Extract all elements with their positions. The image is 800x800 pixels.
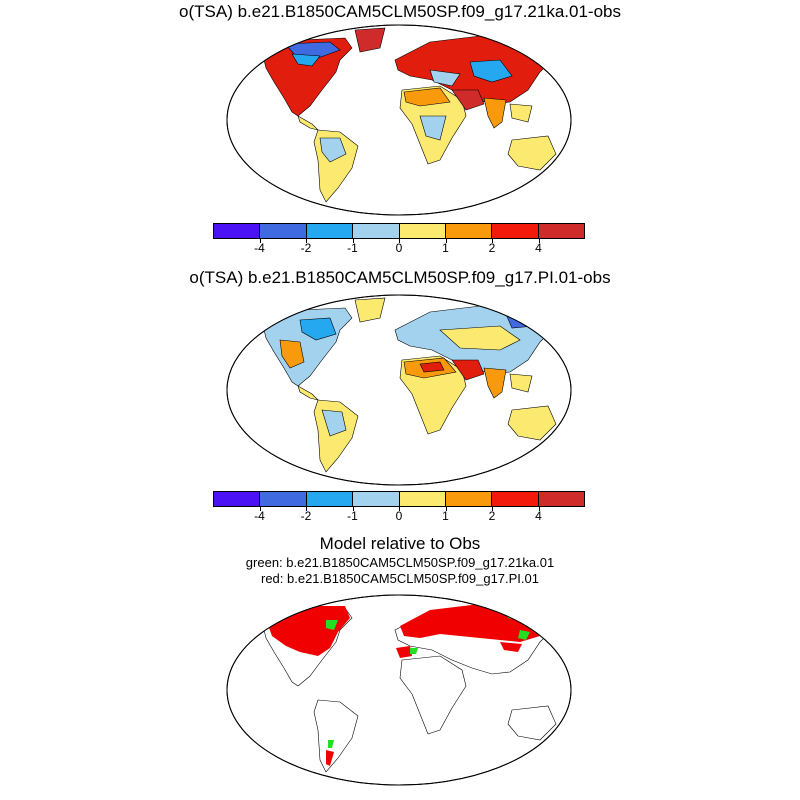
colorbar-box-1 <box>260 224 307 238</box>
colorbar-box-2 <box>306 492 354 506</box>
colorbar-tick <box>352 507 354 511</box>
panel3-title: Model relative to Obs <box>319 534 481 553</box>
middle-east <box>451 359 485 381</box>
se-asia <box>509 103 533 123</box>
colorbar-label: -2 <box>300 509 312 523</box>
colorbar-label: 0 <box>395 241 403 255</box>
colorbar-tick <box>538 507 540 511</box>
colorbar-box-4 <box>399 492 446 506</box>
central-america <box>297 385 319 401</box>
australia <box>507 405 557 441</box>
colorbar-tick <box>259 239 261 243</box>
panel2-map <box>226 294 572 486</box>
colorbar-tick <box>306 507 307 511</box>
middle-east <box>451 89 485 111</box>
africa-sahara <box>403 87 451 107</box>
colorbar-label: 0 <box>395 509 403 523</box>
panel3-red-label: red: b.e21.B1850CAM5CLM50SP.f09_g17.PI.0… <box>260 571 539 586</box>
india <box>483 367 507 399</box>
colorbar-tick <box>399 239 400 243</box>
colorbar-tick <box>352 239 354 243</box>
australia-outline <box>507 705 557 741</box>
eurasia-cool-2 <box>429 69 461 87</box>
panel3-green-label: green: b.e21.B1850CAM5CLM50SP.f09_g17.21… <box>245 555 555 570</box>
colorbar-box-6 <box>492 492 539 506</box>
north-america-cool-patch <box>291 53 321 67</box>
colorbar-box-4 <box>399 224 446 238</box>
se-asia <box>509 373 533 393</box>
africa-outline <box>399 655 467 735</box>
greenland <box>354 27 386 53</box>
colorbar-label: 4 <box>535 241 542 255</box>
north-america-cool <box>299 317 337 341</box>
colorbar-box-2 <box>306 224 354 238</box>
south-america-outline <box>313 699 359 773</box>
colorbar-label: -1 <box>347 241 358 255</box>
africa-sahara-hot <box>419 361 445 373</box>
red-asia-south <box>500 642 522 652</box>
panel1-colorbar <box>213 223 585 239</box>
panel1-map <box>226 24 572 216</box>
colorbar-label: -4 <box>254 509 265 523</box>
panel1-title: o(TSA) b.e21.B1850CAM5CLM50SP.f09_g17.21… <box>179 2 621 21</box>
colorbar-label: -2 <box>300 241 312 255</box>
colorbar-label: 2 <box>488 509 496 523</box>
south-america-cool <box>321 409 347 437</box>
colorbar-box-0 <box>214 224 261 238</box>
colorbar-label: 1 <box>442 509 449 523</box>
south-america-cool <box>319 137 347 163</box>
colorbar-tick <box>538 239 540 243</box>
colorbar-tick <box>399 507 400 511</box>
eurasia-cool-1 <box>469 59 513 83</box>
colorbar-tick <box>492 239 493 243</box>
red-africa <box>396 646 412 658</box>
colorbar-box-6 <box>492 224 539 238</box>
colorbar-label: 4 <box>535 509 542 523</box>
colorbar-tick <box>259 507 261 511</box>
colorbar-box-3 <box>353 224 400 238</box>
central-america <box>297 115 319 131</box>
colorbar-box-3 <box>353 492 400 506</box>
colorbar-label: -4 <box>254 241 265 255</box>
colorbar-tick <box>492 507 493 511</box>
green-north-america <box>326 620 338 630</box>
panel2-title: o(TSA) b.e21.B1850CAM5CLM50SP.f09_g17.PI… <box>189 268 611 287</box>
colorbar-box-5 <box>445 224 493 238</box>
green-africa <box>410 648 418 654</box>
colorbar-box-0 <box>214 492 261 506</box>
colorbar-box-7 <box>538 492 584 506</box>
colorbar-box-7 <box>538 224 584 238</box>
colorbar-box-5 <box>445 492 493 506</box>
green-south-america <box>328 740 334 748</box>
colorbar-tick <box>306 239 307 243</box>
north-america <box>261 37 353 117</box>
panel2-colorbar <box>213 491 585 507</box>
eurasia-warm <box>439 325 521 351</box>
colorbar-label: 2 <box>488 241 496 255</box>
india <box>483 97 507 129</box>
australia <box>507 135 557 171</box>
colorbar-tick <box>445 239 447 243</box>
africa-cool <box>419 115 447 141</box>
green-eurasia-2 <box>518 630 530 640</box>
colorbar-tick <box>445 507 447 511</box>
colorbar-label: 1 <box>442 241 449 255</box>
north-america-warm <box>279 339 305 369</box>
colorbar-label: -1 <box>347 509 358 523</box>
red-south-america <box>326 750 334 766</box>
greenland <box>354 297 386 323</box>
colorbar-box-1 <box>260 492 307 506</box>
panel3-map <box>226 594 572 786</box>
